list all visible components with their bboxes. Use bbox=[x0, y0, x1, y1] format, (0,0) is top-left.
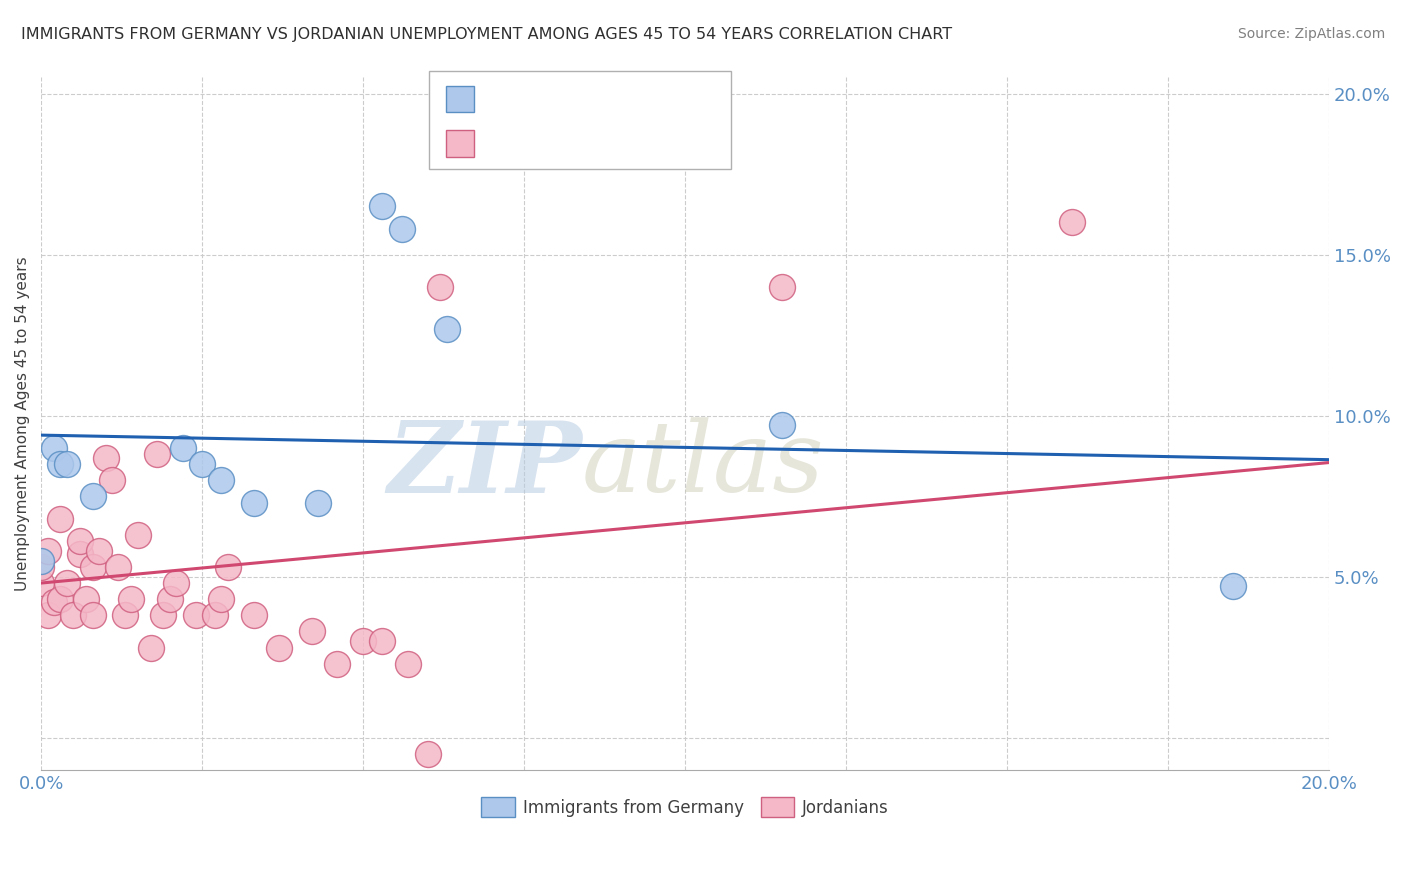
Point bbox=[770, 418, 793, 433]
Point bbox=[87, 544, 110, 558]
Point bbox=[56, 576, 79, 591]
Point bbox=[75, 592, 97, 607]
Point bbox=[209, 592, 232, 607]
Point bbox=[37, 544, 59, 558]
Text: R = -0.057  N = 15: R = -0.057 N = 15 bbox=[484, 90, 664, 108]
Point bbox=[242, 495, 264, 509]
Point bbox=[191, 457, 214, 471]
Point bbox=[242, 608, 264, 623]
Point bbox=[326, 657, 349, 671]
Point bbox=[114, 608, 136, 623]
Point bbox=[30, 576, 52, 591]
Point bbox=[37, 608, 59, 623]
Text: ZIP: ZIP bbox=[387, 417, 582, 514]
Point bbox=[416, 747, 439, 761]
Point bbox=[146, 447, 169, 461]
Point bbox=[159, 592, 181, 607]
Point bbox=[101, 473, 124, 487]
Point bbox=[396, 657, 419, 671]
Point bbox=[42, 441, 65, 455]
Point bbox=[307, 495, 329, 509]
Point bbox=[49, 592, 72, 607]
Point bbox=[139, 640, 162, 655]
Point bbox=[172, 441, 194, 455]
Point bbox=[1060, 215, 1083, 229]
Point bbox=[391, 222, 413, 236]
Point bbox=[49, 457, 72, 471]
Point bbox=[30, 560, 52, 574]
Text: Source: ZipAtlas.com: Source: ZipAtlas.com bbox=[1237, 27, 1385, 41]
Text: R =  0.186  N = 41: R = 0.186 N = 41 bbox=[484, 135, 664, 153]
Point bbox=[120, 592, 142, 607]
Point bbox=[301, 624, 323, 639]
Legend: Immigrants from Germany, Jordanians: Immigrants from Germany, Jordanians bbox=[475, 790, 896, 824]
Point bbox=[371, 634, 394, 648]
Point bbox=[209, 473, 232, 487]
Point bbox=[42, 595, 65, 609]
Point bbox=[371, 199, 394, 213]
Point bbox=[217, 560, 239, 574]
Point bbox=[152, 608, 174, 623]
Point bbox=[30, 553, 52, 567]
Point bbox=[82, 489, 104, 503]
Point bbox=[82, 560, 104, 574]
Point bbox=[69, 547, 91, 561]
Point bbox=[62, 608, 84, 623]
Text: IMMIGRANTS FROM GERMANY VS JORDANIAN UNEMPLOYMENT AMONG AGES 45 TO 54 YEARS CORR: IMMIGRANTS FROM GERMANY VS JORDANIAN UNE… bbox=[21, 27, 952, 42]
Text: atlas: atlas bbox=[582, 417, 825, 513]
Point bbox=[165, 576, 187, 591]
Point bbox=[184, 608, 207, 623]
Point bbox=[770, 280, 793, 294]
Point bbox=[269, 640, 291, 655]
Point bbox=[107, 560, 129, 574]
Point bbox=[1222, 579, 1244, 593]
Point bbox=[429, 280, 451, 294]
Y-axis label: Unemployment Among Ages 45 to 54 years: Unemployment Among Ages 45 to 54 years bbox=[15, 256, 30, 591]
Point bbox=[127, 528, 149, 542]
Point bbox=[82, 608, 104, 623]
Point bbox=[94, 450, 117, 465]
Point bbox=[49, 512, 72, 526]
Point bbox=[436, 321, 458, 335]
Point bbox=[352, 634, 374, 648]
Point bbox=[204, 608, 226, 623]
Point bbox=[69, 534, 91, 549]
Point bbox=[56, 457, 79, 471]
